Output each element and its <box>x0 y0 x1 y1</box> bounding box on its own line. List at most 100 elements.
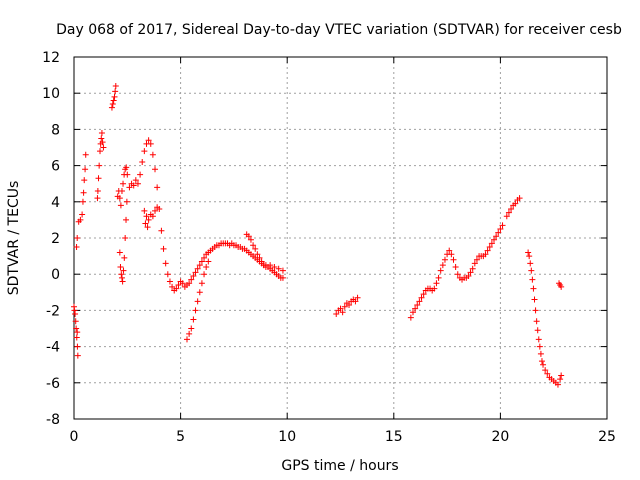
data-point <box>120 267 127 274</box>
data-point <box>333 311 340 318</box>
data-point <box>152 207 159 214</box>
data-point <box>467 269 474 276</box>
data-point <box>117 263 124 270</box>
data-point <box>532 307 539 314</box>
y-tick-label: 10 <box>42 86 60 102</box>
data-point <box>164 271 171 278</box>
data-point <box>527 260 534 267</box>
data-point <box>72 311 79 318</box>
data-point <box>73 325 80 332</box>
data-point <box>337 305 344 312</box>
x-tick-label: 5 <box>176 429 185 445</box>
data-point <box>116 249 123 256</box>
data-point <box>137 171 144 178</box>
data-point <box>505 209 512 216</box>
data-point <box>201 271 208 278</box>
data-point <box>112 82 119 89</box>
series-start <box>71 151 89 359</box>
data-point <box>491 236 498 243</box>
data-point <box>194 265 201 272</box>
data-point <box>188 276 195 283</box>
data-point <box>529 276 536 283</box>
data-point <box>108 104 115 111</box>
y-tick-label: 2 <box>51 231 60 247</box>
data-point <box>118 274 125 281</box>
data-point <box>71 307 78 314</box>
data-point <box>82 166 89 173</box>
data-point <box>162 260 169 267</box>
data-point <box>82 151 89 158</box>
data-point <box>537 350 544 357</box>
y-tick-label: 0 <box>51 267 60 283</box>
data-point <box>141 148 148 155</box>
y-tick-label: -4 <box>46 340 60 356</box>
data-point <box>99 139 106 146</box>
data-point <box>110 97 117 104</box>
data-point <box>74 352 81 359</box>
data-point <box>144 224 151 231</box>
data-point <box>557 376 564 383</box>
data-point <box>186 330 193 337</box>
data-point <box>339 309 346 316</box>
data-point <box>416 298 423 305</box>
data-point <box>420 291 427 298</box>
data-point <box>192 269 199 276</box>
data-point <box>190 273 197 280</box>
data-point <box>245 233 252 240</box>
data-point <box>354 294 361 301</box>
chart-title: Day 068 of 2017, Sidereal Day-to-day VTE… <box>56 22 622 38</box>
data-point <box>516 195 523 202</box>
data-point <box>183 336 190 343</box>
data-point <box>526 253 533 260</box>
data-point <box>352 298 359 305</box>
data-point <box>142 220 149 227</box>
data-point <box>482 251 489 258</box>
data-point <box>346 301 353 308</box>
data-point <box>256 254 263 261</box>
data-point <box>535 336 542 343</box>
data-point <box>95 175 102 182</box>
data-point <box>531 296 538 303</box>
data-point <box>152 166 159 173</box>
y-tick-label: 12 <box>42 50 60 66</box>
data-point <box>493 233 500 240</box>
data-point <box>525 249 532 256</box>
data-point <box>139 158 146 165</box>
data-point <box>118 271 125 278</box>
data-point <box>74 329 81 336</box>
series-main1 <box>126 137 286 294</box>
data-point <box>554 381 561 388</box>
data-point <box>124 171 131 178</box>
data-point <box>79 211 86 218</box>
data-point <box>544 370 551 377</box>
data-point <box>497 225 504 232</box>
data-point <box>407 314 414 321</box>
data-point <box>252 245 259 252</box>
data-point <box>533 318 540 325</box>
data-point <box>123 216 130 223</box>
series-end <box>556 280 565 290</box>
data-point <box>262 263 269 270</box>
series-branch_dip <box>183 258 212 343</box>
data-point <box>450 256 457 263</box>
data-point <box>196 262 203 269</box>
data-point <box>96 162 103 169</box>
y-tick-label: 6 <box>51 159 60 175</box>
series-spike2 <box>108 82 119 111</box>
y-tick-label: -2 <box>46 303 60 319</box>
data-point <box>528 267 535 274</box>
data-point <box>188 325 195 332</box>
data-point <box>247 236 254 243</box>
data-point <box>173 285 180 292</box>
data-point <box>118 187 125 194</box>
x-tick-label: 0 <box>70 429 79 445</box>
data-point <box>414 301 421 308</box>
data-point <box>267 262 274 269</box>
data-point <box>542 367 549 374</box>
data-points <box>71 82 565 388</box>
data-point <box>275 265 282 272</box>
data-point <box>448 251 455 258</box>
data-point <box>454 271 461 278</box>
data-point <box>154 184 161 191</box>
data-point <box>409 309 416 316</box>
